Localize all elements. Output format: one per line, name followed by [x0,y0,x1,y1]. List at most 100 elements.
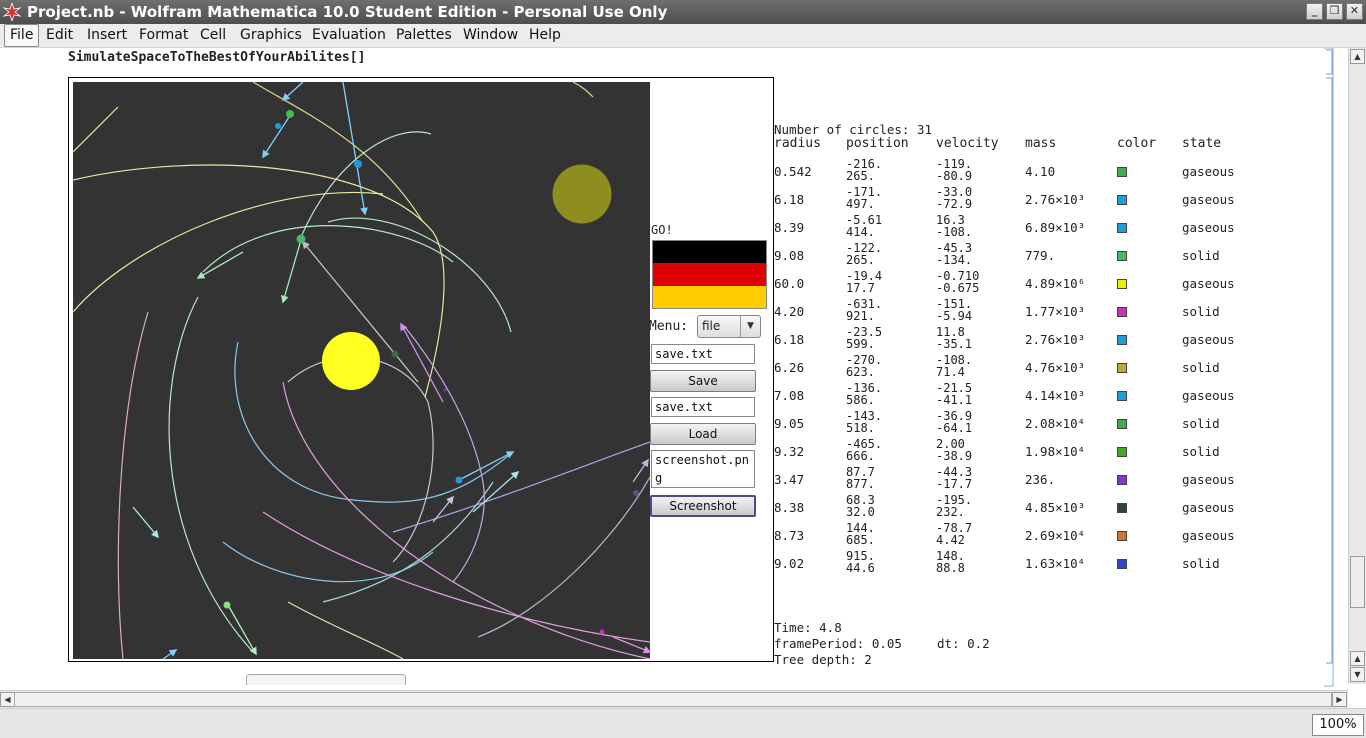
color-swatch [1117,475,1127,485]
cell-radius: 6.26 [774,360,805,375]
cell-velocity-y: -41.1 [936,393,973,407]
cell-brackets[interactable] [1324,48,1334,688]
menu-edit[interactable]: Edit [46,27,74,43]
cell-velocity-y: -80.9 [936,169,973,183]
large-yellow-body [322,332,380,390]
cell-radius: 8.39 [774,220,805,235]
cell-mass: 4.14×10³ [1025,388,1086,403]
color-swatch [1117,419,1127,429]
load-filename-field[interactable]: save.txt [651,397,755,417]
scroll-down-icon[interactable]: ▼ [1350,667,1365,682]
cell-velocity-y: 4.42 [936,533,965,547]
save-button[interactable]: Save [650,370,756,392]
menu-palettes[interactable]: Palettes [396,27,452,43]
cell-position-x: 87.7 [846,465,875,479]
status-bar: 100% [0,708,1366,738]
cell-position-x: 68.3 [846,493,875,507]
restore-button[interactable]: ❐ [1326,3,1343,20]
cell-position-x: -171. [846,185,883,199]
horizontal-scroll-thumb[interactable] [14,692,1332,707]
zoom-selector[interactable]: 100% [1312,714,1364,736]
menu-popup-value: file [702,319,721,333]
cell-velocity-x: -119. [936,157,973,171]
menu-evaluation[interactable]: Evaluation [312,27,386,43]
bodies [223,110,639,635]
horizontal-scrollbar[interactable]: ◀ ▶ [0,690,1348,708]
cell-insertion-tab[interactable] [246,674,406,685]
menu-popup-selector[interactable]: file ▼ [697,315,761,338]
cell-mass: 2.08×10⁴ [1025,416,1086,431]
vertical-scroll-thumb[interactable] [1350,556,1365,608]
cell-radius: 9.08 [774,248,805,263]
menu-insert[interactable]: Insert [87,27,128,43]
save-filename-field[interactable]: save.txt [651,344,755,364]
trajectory-trails [73,82,650,659]
color-swatch [1117,391,1127,401]
cell-position-x: -5.61 [846,213,883,227]
cell-position-y: 518. [846,421,875,435]
close-button[interactable]: ✕ [1346,3,1363,20]
menu-window[interactable]: Window [463,27,519,43]
output-panel: GO! Menu: file ▼ save.txt Save save.txt … [68,77,774,662]
screenshot-filename-field[interactable]: screenshot.png [651,450,755,488]
dt-readout: dt: 0.2 [937,636,990,651]
menu-cell[interactable]: Cell [200,27,227,43]
cell-position-x: -122. [846,241,883,255]
cell-state: gaseous [1182,528,1235,543]
cell-state: solid [1182,416,1220,431]
menu-file[interactable]: File [4,24,40,47]
cell-mass: 6.89×10³ [1025,220,1086,235]
scroll-right-icon[interactable]: ▶ [1332,692,1347,707]
time-readout: Time: 4.8 [774,620,842,635]
menu-format[interactable]: Format [139,27,189,43]
cell-position-x: -19.4 [846,269,883,283]
cell-mass: 1.77×10³ [1025,304,1086,319]
scroll-left-icon[interactable]: ◀ [0,692,15,707]
vertical-scrollbar[interactable]: ▲ ▲ ▼ [1348,48,1366,684]
cell-state: gaseous [1182,332,1235,347]
cell-velocity-x: -195. [936,493,973,507]
german-flag-button[interactable] [652,240,767,309]
cell-velocity-y: -5.94 [936,309,973,323]
load-button[interactable]: Load [650,423,756,445]
scroll-up-small-icon[interactable]: ▲ [1350,651,1365,666]
cell-velocity-x: 16.3 [936,213,965,227]
cell-state: solid [1182,556,1220,571]
color-swatch [1117,335,1127,345]
cell-position-y: 414. [846,225,875,239]
color-swatch [1117,363,1127,373]
menu-help[interactable]: Help [529,27,561,43]
cell-state: solid [1182,304,1220,319]
cell-state: gaseous [1182,276,1235,291]
cell-velocity-y: -64.1 [936,421,973,435]
cell-mass: 2.69×10⁴ [1025,528,1086,543]
cell-velocity-x: -108. [936,353,973,367]
cell-radius: 3.47 [774,472,805,487]
cell-radius: 0.542 [774,164,812,179]
cell-state: gaseous [1182,164,1235,179]
simulation-canvas[interactable] [73,82,650,659]
cell-position-y: 921. [846,309,875,323]
cell-state: solid [1182,444,1220,459]
cell-state: gaseous [1182,472,1235,487]
cell-velocity-x: -21.5 [936,381,973,395]
go-label: GO! [651,223,673,237]
cell-position-x: -23.5 [846,325,883,339]
notebook-document[interactable]: SimulateSpaceToTheBestOfYourAbilites[] [0,48,1340,690]
cell-radius: 6.18 [774,332,805,347]
cell-position-y: 623. [846,365,875,379]
cell-radius: 7.08 [774,388,805,403]
screenshot-button[interactable]: Screenshot [650,495,756,517]
menu-graphics[interactable]: Graphics [240,27,302,43]
cell-radius: 60.0 [774,276,805,291]
cell-velocity-y: 232. [936,505,965,519]
input-cell-code[interactable]: SimulateSpaceToTheBestOfYourAbilites[] [68,50,366,65]
chevron-down-icon[interactable]: ▼ [740,316,760,337]
minimize-button[interactable]: _ [1306,3,1323,20]
color-swatch [1117,167,1127,177]
mathematica-logo-icon [3,3,21,21]
scroll-up-icon[interactable]: ▲ [1350,49,1365,64]
color-swatch [1117,559,1127,569]
cell-mass: 4.85×10³ [1025,500,1086,515]
cell-position-x: -136. [846,381,883,395]
